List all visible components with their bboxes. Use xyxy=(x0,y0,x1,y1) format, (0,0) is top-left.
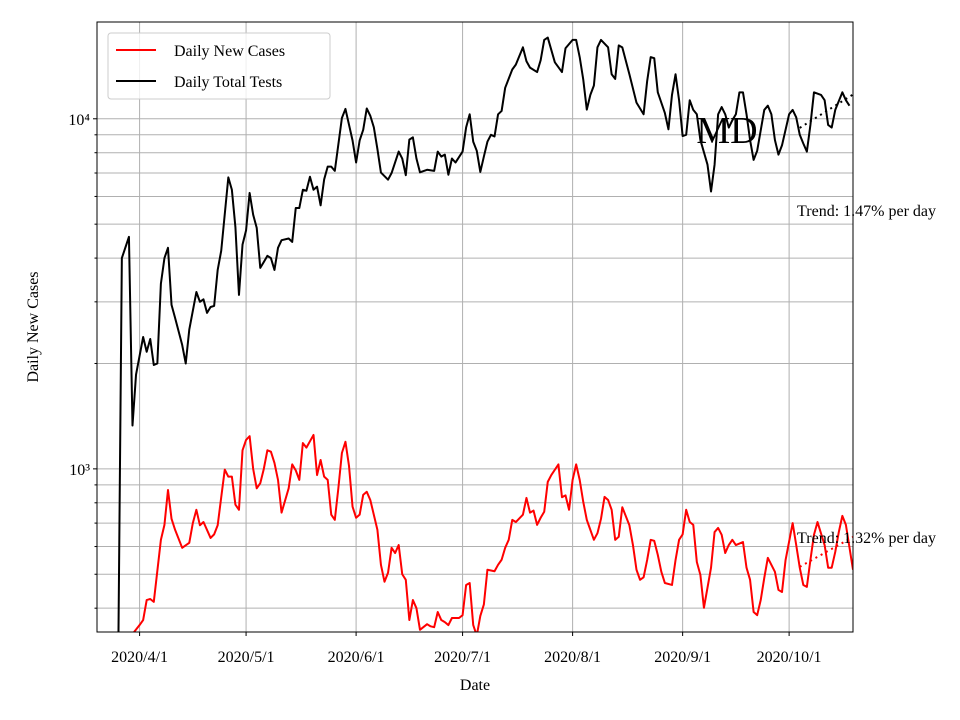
trend-line xyxy=(799,93,853,129)
legend: Daily New Cases Daily Total Tests xyxy=(107,32,331,100)
x-tick-label: 2020/9/1 xyxy=(654,649,711,666)
trend-line xyxy=(799,536,853,568)
legend-label: Daily Total Tests xyxy=(174,74,282,91)
x-tick-label: 2020/5/1 xyxy=(218,649,275,666)
plot-frame xyxy=(96,21,854,633)
plot-lines xyxy=(117,36,853,632)
annotation-md: MD xyxy=(696,110,757,152)
series-line xyxy=(117,36,851,632)
x-tick-label: 2020/6/1 xyxy=(328,649,385,666)
y-tick-label: 10³ xyxy=(69,462,90,479)
trend-annotation: Trend: 1.32% per day xyxy=(797,530,936,547)
legend-label: Daily New Cases xyxy=(174,43,285,60)
y-tick-label: 10⁴ xyxy=(68,112,90,129)
legend-box xyxy=(107,32,331,100)
x-axis-label: Date xyxy=(460,677,490,694)
x-tick-label: 2020/8/1 xyxy=(544,649,601,666)
x-tick-label: 2020/7/1 xyxy=(434,649,491,666)
grid xyxy=(97,22,853,632)
series-line xyxy=(132,433,853,632)
x-tick-label: 2020/4/1 xyxy=(111,649,168,666)
trend-annotation: Trend: 1.47% per day xyxy=(797,203,936,220)
y-axis-label: Daily New Cases xyxy=(25,271,42,382)
ticks: 10³ 10⁴ 2020/4/1 2020/5/1 2020/6/1 2020/7/1 20… xyxy=(68,112,821,666)
x-tick-label: 2020/10/1 xyxy=(757,649,822,666)
